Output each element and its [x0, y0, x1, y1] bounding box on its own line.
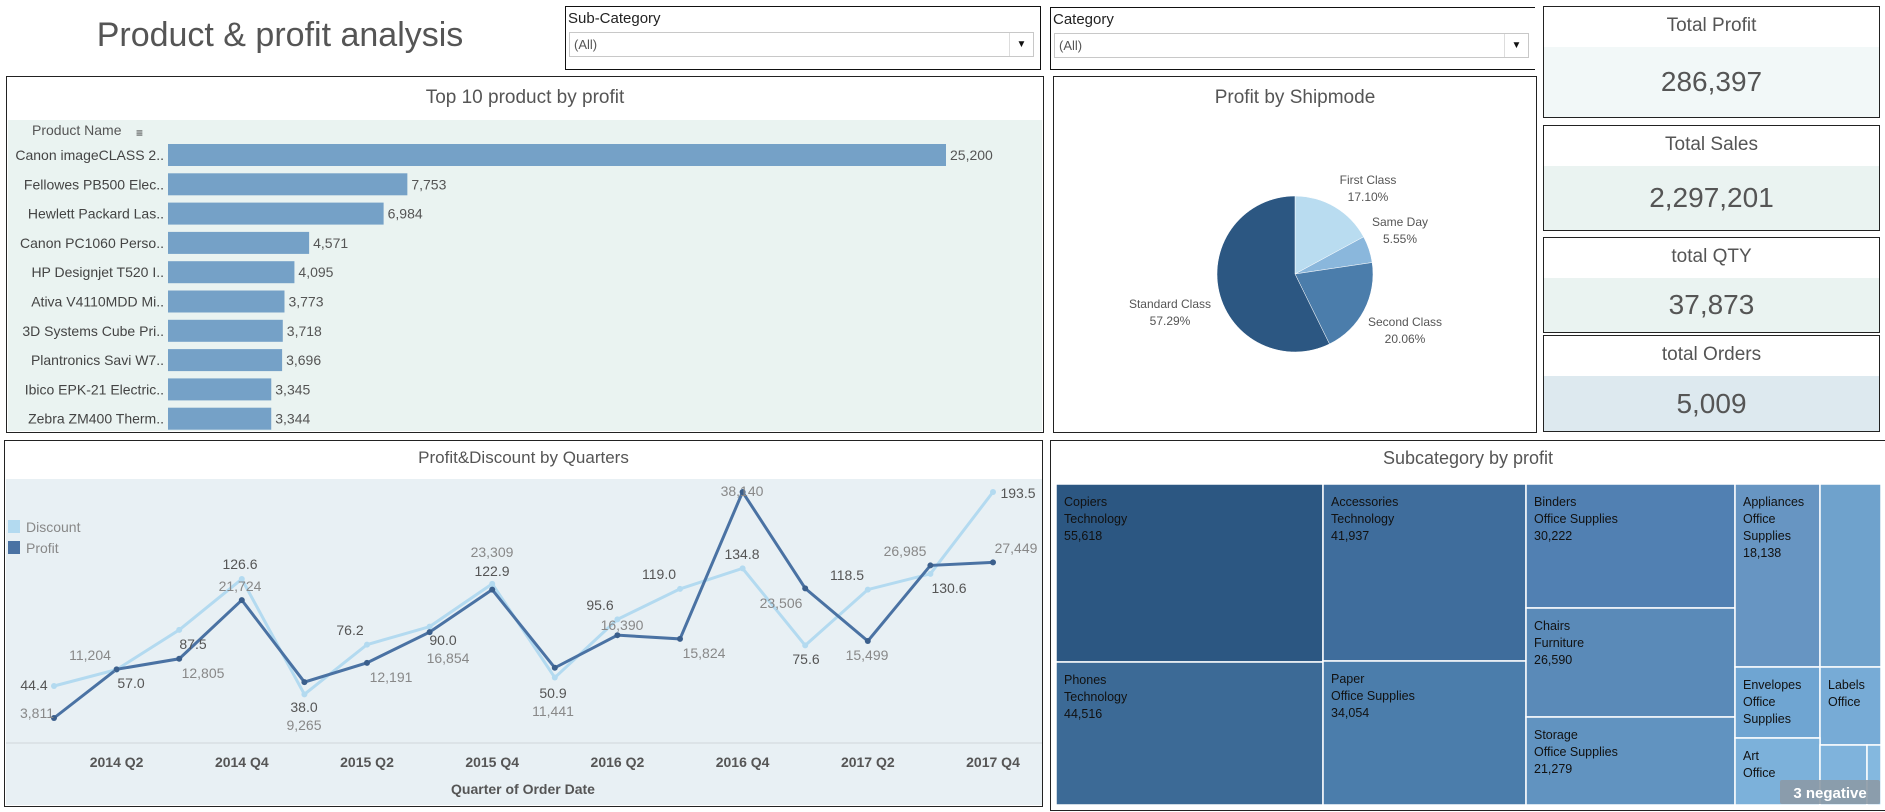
chart-title: Subcategory by profit [1382, 448, 1554, 468]
kpi-label: Total Profit [1666, 15, 1757, 36]
quarters-panel: Profit&Discount by Quarters [4, 440, 1043, 807]
chevron-down-icon[interactable]: ▼ [1009, 33, 1033, 56]
subcategory-panel: Subcategory by profit [1050, 440, 1885, 811]
kpi-value: 37,873 [1544, 278, 1879, 332]
kpi-total-profit: Total Profit 286,397 [1543, 6, 1880, 118]
kpi-label: Total Sales [1665, 134, 1758, 155]
filter-label: Sub-Category [568, 10, 661, 27]
dropdown-value: (All) [1059, 38, 1083, 53]
kpi-value: 2,297,201 [1544, 166, 1879, 230]
kpi-total-orders: total Orders 5,009 [1543, 335, 1880, 432]
dropdown-value: (All) [574, 37, 598, 52]
sub-category-dropdown[interactable]: (All) ▼ [569, 32, 1034, 57]
top-products-panel: Top 10 product by profit [6, 76, 1044, 433]
chart-title: Top 10 product by profit [425, 87, 625, 108]
category-dropdown[interactable]: (All) ▼ [1054, 33, 1529, 58]
kpi-label: total QTY [1671, 246, 1752, 267]
kpi-label: total Orders [1661, 344, 1762, 365]
category-filter: Category (All) ▼ [1050, 7, 1535, 70]
sub-category-filter: Sub-Category (All) ▼ [565, 6, 1041, 70]
kpi-value: 5,009 [1544, 376, 1879, 431]
kpi-total-qty: total QTY 37,873 [1543, 237, 1880, 333]
kpi-total-sales: Total Sales 2,297,201 [1543, 125, 1880, 231]
filter-label: Category [1053, 11, 1114, 28]
chart-title: Profit&Discount by Quarters [418, 448, 629, 467]
page-title: Product & profit analysis [96, 16, 464, 54]
chart-title: Profit by Shipmode [1214, 87, 1376, 108]
kpi-value: 286,397 [1544, 47, 1879, 117]
shipmode-panel: Profit by Shipmode [1053, 76, 1537, 433]
chevron-down-icon[interactable]: ▼ [1504, 34, 1528, 57]
